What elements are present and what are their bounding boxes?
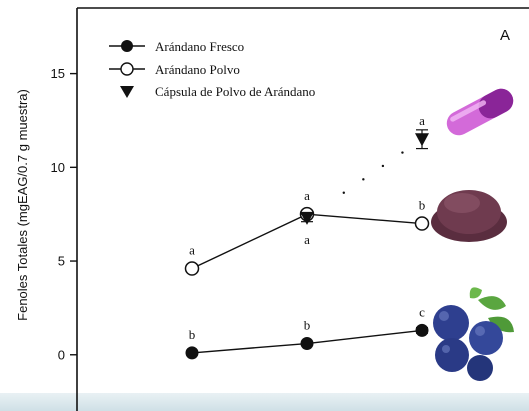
berry-2 [469, 321, 503, 355]
berry-4 [467, 355, 493, 381]
chart-axes: 0 5 10 15 [51, 7, 529, 411]
series-1-sig-label-1: a [304, 188, 310, 203]
series-1-sig-label-0: a [189, 243, 195, 258]
panel-label: A [500, 27, 510, 44]
y-tick-label-5: 5 [58, 254, 65, 269]
series-2-sig-label-2: a [419, 113, 425, 128]
guide-dot-1 [342, 191, 345, 194]
y-axis-title: Fenoles Totales (mgEAG/0.7 g muestra) [15, 89, 30, 321]
berry-highlight-2 [475, 326, 485, 336]
y-axis-title-wrap: Fenoles Totales (mgEAG/0.7 g muestra) [15, 89, 30, 321]
blueberries-image [433, 287, 514, 381]
leaf-1 [478, 296, 506, 310]
capsule-image [446, 88, 514, 136]
legend-marker-polvo [120, 62, 134, 76]
y-tick-label-0: 0 [58, 347, 65, 362]
legend-marker-fresco [121, 40, 133, 52]
leaf-3 [469, 287, 482, 299]
berry-3 [435, 338, 469, 372]
capsule-cap [478, 88, 514, 119]
legend-label-capsula: Cápsula de Polvo de Arándano [155, 84, 315, 99]
berry-1 [433, 305, 469, 341]
legend: Arándano Fresco Arándano Polvo Cápsula d… [109, 39, 315, 99]
series-1-sig-label-2: b [419, 198, 426, 213]
series-0-sig-label-2: c [419, 304, 425, 319]
series-2-point-2 [415, 133, 429, 147]
berry-highlight-1 [439, 311, 449, 321]
guide-dot-4 [401, 151, 404, 154]
y-tick-label-10: 10 [51, 160, 65, 175]
powder-highlight [444, 193, 480, 213]
guide-dot-2 [362, 178, 365, 181]
capsule-highlight [450, 100, 487, 122]
legend-marker-capsula [120, 86, 134, 98]
series-0-sig-label-1: b [304, 318, 311, 333]
series-1-point-0 [184, 261, 200, 276]
series-0-point-1 [300, 337, 314, 351]
powder-image [431, 190, 507, 242]
series-1-point-2 [414, 216, 430, 231]
berry-highlight-3 [442, 345, 450, 353]
legend-label-polvo: Arándano Polvo [155, 62, 240, 77]
guide-dot-3 [381, 164, 385, 168]
y-tick-label-15: 15 [51, 66, 65, 81]
series-2-point-1 [300, 211, 314, 225]
series-0-sig-label-0: b [189, 327, 196, 342]
series-0-point-0 [185, 346, 199, 360]
bottom-background-band [0, 393, 529, 411]
series-2-sig-label-1: a [304, 232, 310, 247]
plot-area: b b c a a b a a [184, 113, 430, 360]
leaf-2 [488, 316, 514, 333]
legend-label-fresco: Arándano Fresco [155, 39, 244, 54]
series-0-point-2 [415, 323, 429, 337]
